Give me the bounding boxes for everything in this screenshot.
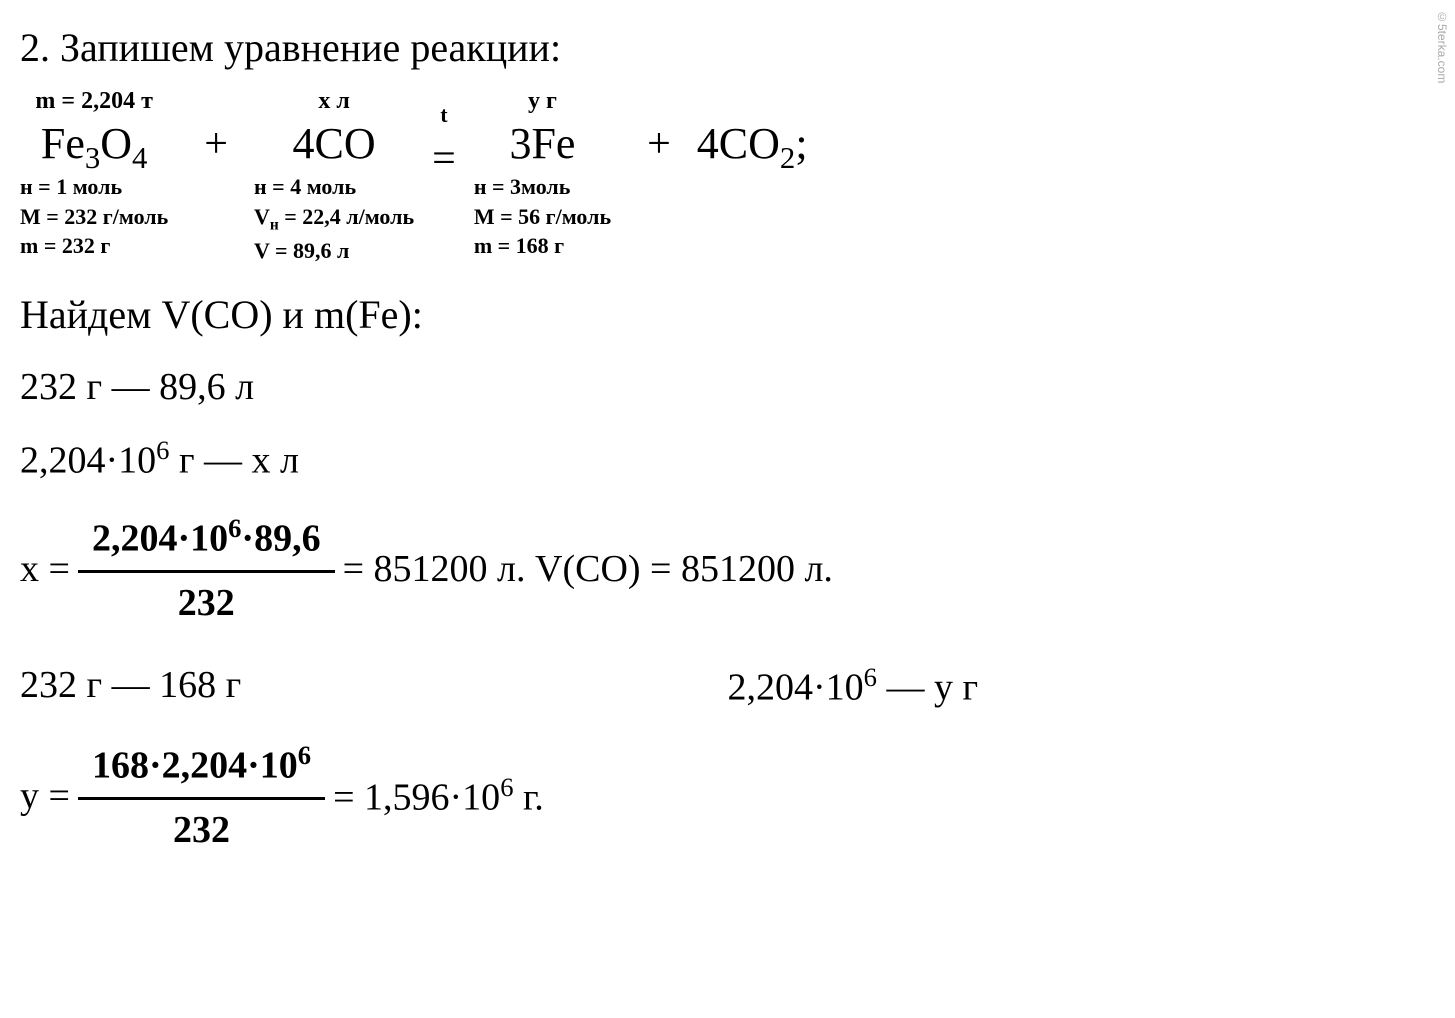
op-equals: =: [432, 136, 456, 182]
term3-formula: 3Fe: [474, 116, 611, 172]
term3-below: н = 3моль M = 56 г/моль m = 168 г: [474, 172, 611, 262]
x-result: = 851200 л. V(CO) = 851200 л.: [343, 543, 833, 596]
term4-formula: 4CO2;: [697, 116, 808, 172]
sub2: 2: [780, 141, 795, 175]
op-plus2: +: [647, 115, 671, 174]
t2b1: н = 4 моль: [254, 174, 356, 199]
term3-above: y г: [474, 86, 611, 116]
xnq: ·89,6: [241, 518, 320, 560]
prop2-left: 232 г — 168 г: [20, 659, 728, 715]
p1l2sup: 6: [156, 435, 169, 465]
x-denominator: 232: [78, 573, 335, 634]
t2b3: V = 89,6 л: [254, 238, 349, 263]
t3b3: m = 168 г: [474, 233, 564, 258]
t2b2p: V: [254, 204, 270, 229]
section-title: 2. Запишем уравнение реакции:: [20, 20, 1435, 76]
y-result: = 1,596·106 г.: [333, 769, 544, 825]
y-denominator: 232: [78, 800, 325, 861]
p1l2pre: 2,204·10: [20, 440, 156, 482]
op-plus1: +: [204, 115, 228, 174]
y-numerator: 168·2,204·106: [78, 733, 325, 800]
p2rs: 6: [864, 662, 877, 692]
term4-above: [697, 86, 808, 116]
term2-formula: 4CO: [254, 116, 414, 172]
x-fraction: 2,204·106·89,6 232: [78, 506, 335, 634]
yrs: 6: [500, 772, 513, 802]
coef3: 3: [509, 119, 531, 168]
proportion1-line2: 2,204·106 г — x л: [20, 432, 1435, 488]
term4-below: [697, 172, 808, 262]
find-statement: Найдем V(CO) и m(Fe):: [20, 287, 1435, 343]
watermark: ©5terka.com: [1433, 10, 1450, 83]
prop2-right: 2,204·106 — y г: [728, 659, 1436, 715]
p1l2post: г — x л: [169, 440, 299, 482]
t1b2: M = 232 г/моль: [20, 204, 168, 229]
term1-above: m = 2,204 т: [20, 86, 168, 116]
t1b3: m = 232 г: [20, 233, 110, 258]
p2rq: — y г: [877, 667, 978, 709]
term-4co: x л 4CO н = 4 моль Vн = 22,4 л/моль V = …: [254, 86, 414, 262]
fe2: Fe: [531, 119, 575, 168]
coef4: 4: [292, 119, 314, 168]
proportion2-row: 232 г — 168 г 2,204·106 — y г: [20, 659, 1435, 715]
yrq: г.: [513, 777, 543, 819]
xns: 6: [228, 513, 241, 543]
o: O: [100, 119, 132, 168]
y-fraction: 168·2,204·106 232: [78, 733, 325, 861]
op-equals-above: t: [432, 100, 456, 130]
op-equals-wrap: t =: [432, 100, 456, 189]
x-lhs: x =: [20, 543, 70, 596]
term-4co2: 4CO2;: [697, 86, 808, 262]
y-lhs: y =: [20, 770, 70, 823]
term-3fe: y г 3Fe н = 3моль M = 56 г/моль m = 168 …: [474, 86, 611, 262]
proportion1-line1: 232 г — 89,6 л: [20, 361, 1435, 414]
term-fe3o4: m = 2,204 т Fe3O4 н = 1 моль M = 232 г/м…: [20, 86, 168, 262]
fe: Fe: [41, 119, 85, 168]
t2b2s: н: [270, 216, 279, 233]
calc-x-line: x = 2,204·106·89,6 232 = 851200 л. V(CO)…: [20, 506, 1435, 634]
x-numerator: 2,204·106·89,6: [78, 506, 335, 573]
p2rp: 2,204·10: [728, 667, 864, 709]
term2-below: н = 4 моль Vн = 22,4 л/моль V = 89,6 л: [254, 172, 414, 262]
semicolon: ;: [795, 119, 807, 168]
yns: 6: [298, 740, 311, 770]
term1-below: н = 1 моль M = 232 г/моль m = 232 г: [20, 172, 168, 262]
calc-y-line: y = 168·2,204·106 232 = 1,596·106 г.: [20, 733, 1435, 861]
t3b2: M = 56 г/моль: [474, 204, 611, 229]
co2: CO: [719, 119, 780, 168]
xnp: 2,204·10: [92, 518, 228, 560]
t2b2q: = 22,4 л/моль: [279, 204, 414, 229]
co: CO: [314, 119, 375, 168]
sub3: 3: [85, 141, 100, 175]
term2-above: x л: [254, 86, 414, 116]
t1b1: н = 1 моль: [20, 174, 122, 199]
coef4b: 4: [697, 119, 719, 168]
chemical-equation: m = 2,204 т Fe3O4 н = 1 моль M = 232 г/м…: [20, 86, 1435, 262]
term1-formula: Fe3O4: [20, 116, 168, 172]
sub4: 4: [132, 141, 147, 175]
ynp: 168·2,204·10: [92, 745, 298, 787]
yrp: = 1,596·10: [333, 777, 500, 819]
t3b1: н = 3моль: [474, 174, 571, 199]
